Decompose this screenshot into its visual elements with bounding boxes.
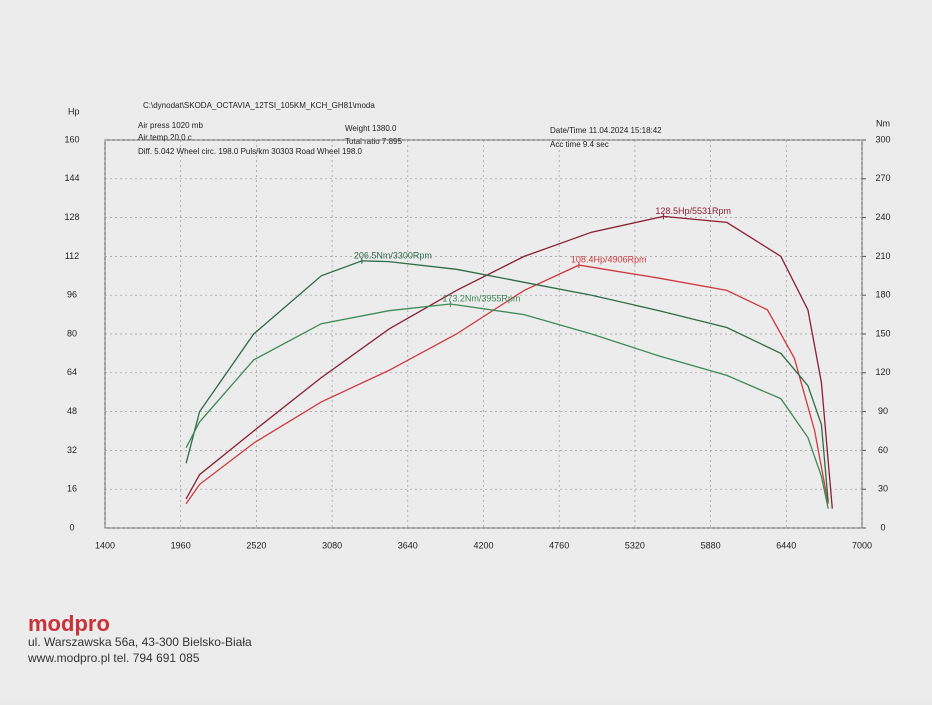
x-tick-label: 4200 <box>473 540 493 550</box>
brand: modpro <box>28 611 110 636</box>
y2-tick-label: 0 <box>880 522 885 532</box>
y2-tick-label: 90 <box>878 406 888 416</box>
contact: www.modpro.pl tel. 794 691 085 <box>27 651 200 665</box>
info: Total ratio 7.895 <box>345 137 402 146</box>
y2-tick-label: 180 <box>875 290 890 300</box>
y-tick-label: 64 <box>67 367 77 377</box>
info: Air press 1020 mb <box>138 121 203 130</box>
x-tick-label: 3640 <box>398 540 418 550</box>
peak-label: 173.2Nm/3955Rpm <box>442 293 520 303</box>
info: Date/Time 11.04.2024 15:18:42 <box>550 126 662 135</box>
x-tick-label: 7000 <box>852 540 872 550</box>
x-tick-label: 4760 <box>549 540 569 550</box>
x-tick-label: 2520 <box>246 540 266 550</box>
x-tick-label: 1960 <box>171 540 191 550</box>
x-tick-label: 6440 <box>776 540 796 550</box>
y-tick-label: 80 <box>67 328 77 338</box>
y-tick-label: 32 <box>67 445 77 455</box>
series-line <box>185 260 829 503</box>
info: Diff. 5.042 Wheel circ. 198.0 Puls/km 30… <box>138 147 363 156</box>
info: Acc time 9.4 sec <box>550 140 609 149</box>
series-line <box>185 215 833 509</box>
y-axis-title: Hp <box>68 106 80 116</box>
series-line <box>185 303 829 509</box>
y-tick-label: 0 <box>69 522 74 532</box>
y-tick-label: 128 <box>64 212 79 222</box>
y-tick-label: 144 <box>64 173 79 183</box>
x-tick-label: 5320 <box>625 540 645 550</box>
file-path: C:\dynodat\SKODA_OCTAVIA_12TSI_105KM_KCH… <box>143 101 375 110</box>
y2-tick-label: 240 <box>875 212 890 222</box>
series-line <box>185 264 829 505</box>
y2-tick-label: 150 <box>875 328 890 338</box>
peak-label: 128.5Hp/5531Rpm <box>655 206 731 216</box>
info: Weight 1380.0 <box>345 124 397 133</box>
address: ul. Warszawska 56a, 43-300 Bielsko-Biała <box>28 635 252 649</box>
y2-axis-title: Nm <box>876 118 890 128</box>
peak-label: 206.5Nm/3300Rpm <box>354 250 432 260</box>
x-tick-label: 1400 <box>95 540 115 550</box>
y2-tick-label: 270 <box>875 173 890 183</box>
y2-tick-label: 30 <box>878 484 888 494</box>
y-tick-label: 16 <box>67 484 77 494</box>
info: Air temp 20.0 c <box>138 133 192 142</box>
y2-tick-label: 60 <box>878 445 888 455</box>
y-tick-label: 160 <box>64 134 79 144</box>
y2-tick-label: 120 <box>875 367 890 377</box>
y-tick-label: 48 <box>67 406 77 416</box>
y2-tick-label: 210 <box>875 251 890 261</box>
y-tick-label: 96 <box>67 290 77 300</box>
x-tick-label: 3080 <box>322 540 342 550</box>
y-tick-label: 112 <box>65 251 79 261</box>
peak-label: 108.4Hp/4906Rpm <box>571 255 647 265</box>
y2-tick-label: 300 <box>875 134 890 144</box>
x-tick-label: 5880 <box>701 540 721 550</box>
